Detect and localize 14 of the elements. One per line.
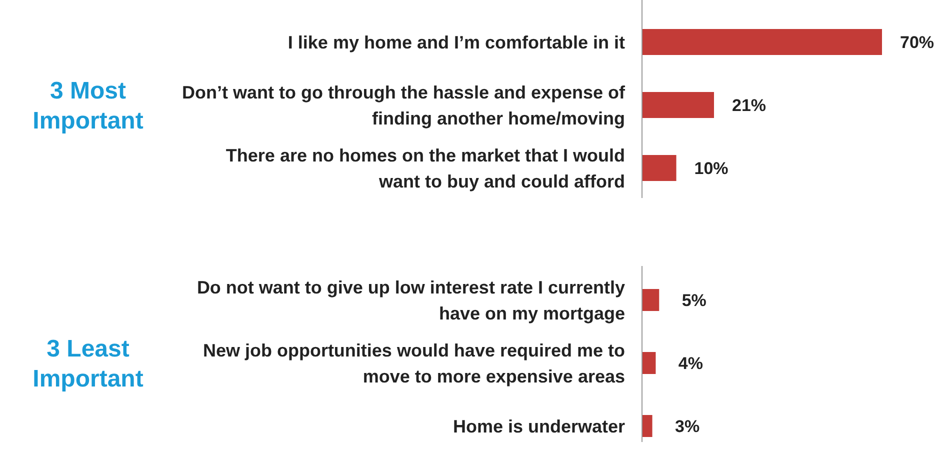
data-label: 3% [674,416,700,436]
y-tick-label: Don’t want to go through the hassle and expense of finding another home/moving [182,82,626,128]
y-tick-label: Home is underwater [452,416,625,436]
text: 3 Most Important [32,77,144,134]
data-label: 5% [682,290,706,310]
data-label: 4% [678,354,704,373]
data-label: 21% [732,96,766,115]
y-tick-label: I like my home and I’m comfortable in it [288,32,625,52]
data-label: 10% [694,158,728,178]
y-tick-label: New job opportunities would have required me to move to more expensive areas [202,340,625,386]
text: 3 Least Important [32,335,144,392]
y-tick-label: There are no homes on the market that I would want to buy and could afford [226,145,625,192]
data-label: 70% [900,32,934,52]
y-tick-label: Do not want to give up low interest rate I currently have on my mortgage [196,277,625,324]
